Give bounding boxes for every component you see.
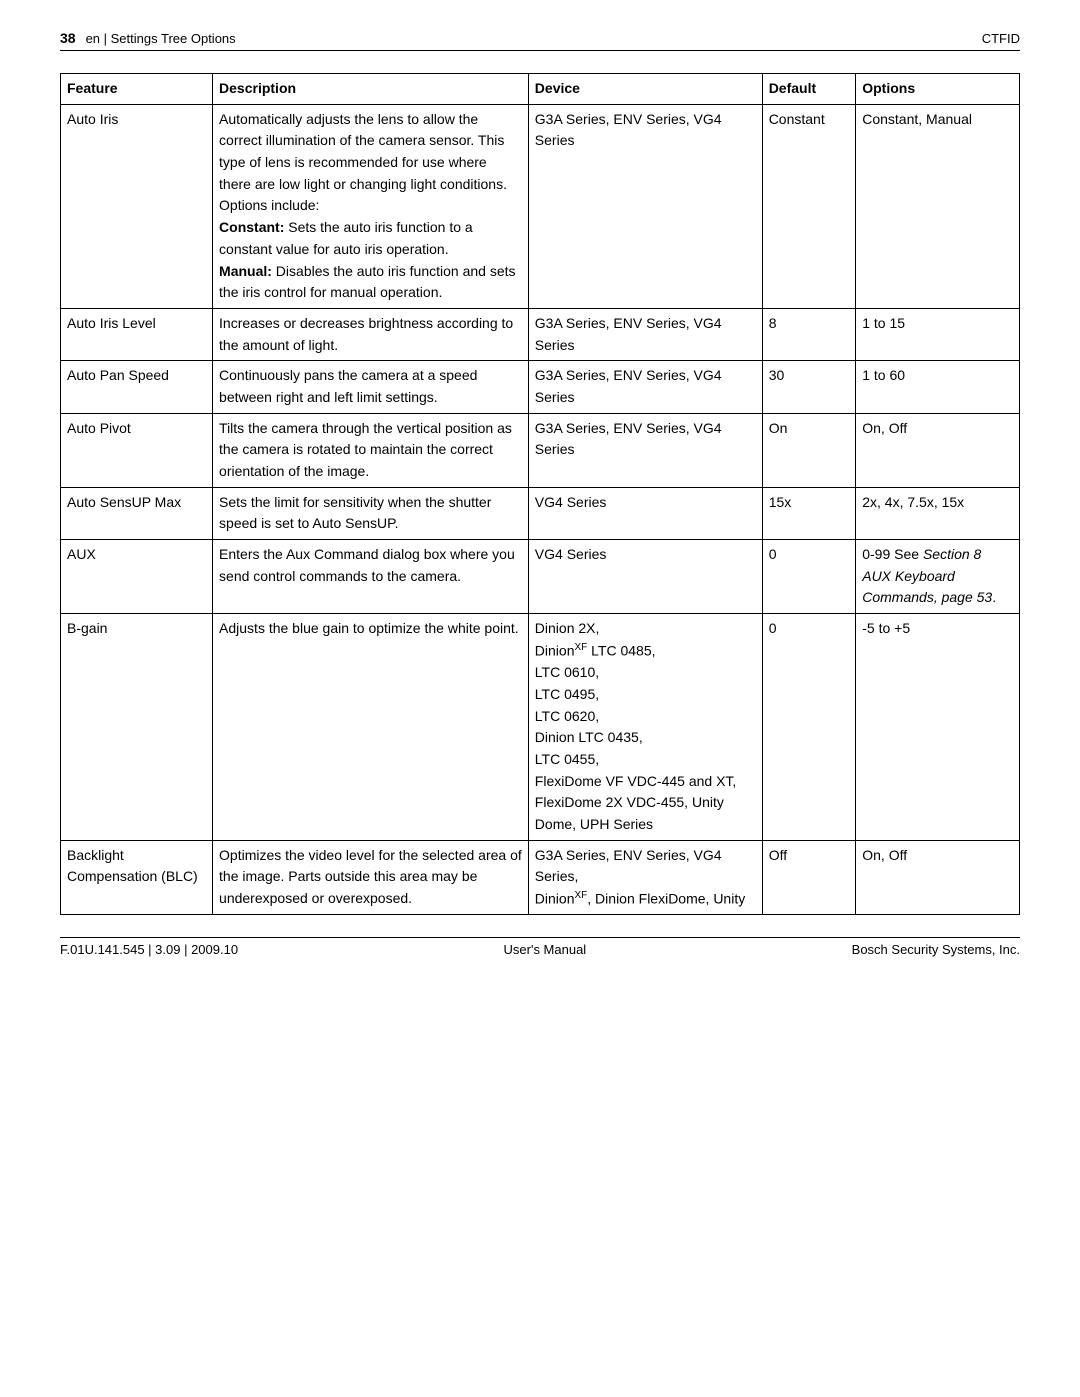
table-row: Auto Iris LevelIncreases or decreases br… xyxy=(61,308,1020,360)
th-feature: Feature xyxy=(61,74,213,105)
cell-options: On, Off xyxy=(856,840,1020,915)
cell-device: Dinion 2X,DinionXF LTC 0485,LTC 0610,LTC… xyxy=(528,614,762,841)
cell-default: 0 xyxy=(762,540,856,614)
th-description: Description xyxy=(213,74,529,105)
cell-description: Enters the Aux Command dialog box where … xyxy=(213,540,529,614)
section-path: en | Settings Tree Options xyxy=(86,31,236,46)
cell-feature: Backlight Compensation (BLC) xyxy=(61,840,213,915)
cell-feature: Auto Iris Level xyxy=(61,308,213,360)
cell-description: Increases or decreases brightness accord… xyxy=(213,308,529,360)
table-row: B-gainAdjusts the blue gain to optimize … xyxy=(61,614,1020,841)
cell-description: Sets the limit for sensitivity when the … xyxy=(213,487,529,539)
footer-center: User's Manual xyxy=(504,942,587,957)
cell-options: 2x, 4x, 7.5x, 15x xyxy=(856,487,1020,539)
cell-device: G3A Series, ENV Series, VG4 Series xyxy=(528,308,762,360)
cell-default: On xyxy=(762,413,856,487)
cell-description: Adjusts the blue gain to optimize the wh… xyxy=(213,614,529,841)
cell-description: Tilts the camera through the vertical po… xyxy=(213,413,529,487)
cell-feature: Auto Iris xyxy=(61,104,213,308)
header-left: 38 en | Settings Tree Options xyxy=(60,30,236,46)
table-row: AUXEnters the Aux Command dialog box whe… xyxy=(61,540,1020,614)
header-right-label: CTFID xyxy=(982,31,1020,46)
cell-feature: AUX xyxy=(61,540,213,614)
cell-feature: Auto Pan Speed xyxy=(61,361,213,413)
cell-options: On, Off xyxy=(856,413,1020,487)
cell-options: 0-99 See Section 8 AUX Keyboard Commands… xyxy=(856,540,1020,614)
cell-default: 8 xyxy=(762,308,856,360)
page-header: 38 en | Settings Tree Options CTFID xyxy=(60,30,1020,51)
cell-description: Optimizes the video level for the select… xyxy=(213,840,529,915)
table-row: Auto IrisAutomatically adjusts the lens … xyxy=(61,104,1020,308)
cell-device: G3A Series, ENV Series, VG4 Series xyxy=(528,104,762,308)
cell-options: Constant, Manual xyxy=(856,104,1020,308)
page-number: 38 xyxy=(60,30,76,46)
th-options: Options xyxy=(856,74,1020,105)
cell-description: Automatically adjusts the lens to allow … xyxy=(213,104,529,308)
table-header-row: Feature Description Device Default Optio… xyxy=(61,74,1020,105)
footer-right: Bosch Security Systems, Inc. xyxy=(852,942,1020,957)
cell-feature: Auto Pivot xyxy=(61,413,213,487)
table-row: Auto Pan SpeedContinuously pans the came… xyxy=(61,361,1020,413)
cell-default: 0 xyxy=(762,614,856,841)
cell-feature: Auto SensUP Max xyxy=(61,487,213,539)
cell-options: 1 to 60 xyxy=(856,361,1020,413)
cell-default: 30 xyxy=(762,361,856,413)
cell-description: Continuously pans the camera at a speed … xyxy=(213,361,529,413)
cell-options: -5 to +5 xyxy=(856,614,1020,841)
table-row: Auto SensUP MaxSets the limit for sensit… xyxy=(61,487,1020,539)
page-footer: F.01U.141.545 | 3.09 | 2009.10 User's Ma… xyxy=(60,937,1020,957)
cell-device: G3A Series, ENV Series, VG4 Series xyxy=(528,413,762,487)
cell-options: 1 to 15 xyxy=(856,308,1020,360)
footer-left: F.01U.141.545 | 3.09 | 2009.10 xyxy=(60,942,238,957)
settings-table: Feature Description Device Default Optio… xyxy=(60,73,1020,915)
table-row: Backlight Compensation (BLC)Optimizes th… xyxy=(61,840,1020,915)
cell-device: VG4 Series xyxy=(528,487,762,539)
cell-default: Constant xyxy=(762,104,856,308)
cell-default: Off xyxy=(762,840,856,915)
cell-device: G3A Series, ENV Series, VG4 Series,Dinio… xyxy=(528,840,762,915)
settings-table-head: Feature Description Device Default Optio… xyxy=(61,74,1020,105)
th-device: Device xyxy=(528,74,762,105)
cell-default: 15x xyxy=(762,487,856,539)
th-default: Default xyxy=(762,74,856,105)
table-row: Auto PivotTilts the camera through the v… xyxy=(61,413,1020,487)
cell-feature: B-gain xyxy=(61,614,213,841)
cell-device: VG4 Series xyxy=(528,540,762,614)
settings-table-body: Auto IrisAutomatically adjusts the lens … xyxy=(61,104,1020,915)
cell-device: G3A Series, ENV Series, VG4 Series xyxy=(528,361,762,413)
